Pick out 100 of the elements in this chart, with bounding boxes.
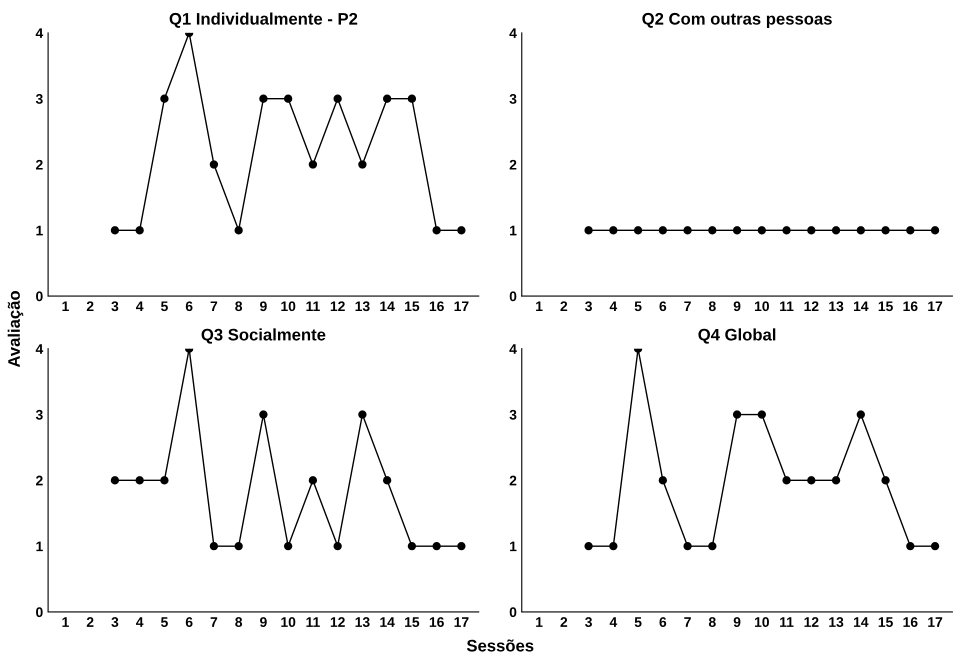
- x-tick-label: 14: [380, 617, 395, 627]
- x-tick-label: 16: [430, 617, 444, 628]
- x-tick-label: 13: [829, 617, 844, 628]
- x-tick-label: 6: [659, 301, 666, 312]
- x-tick-label: 10: [281, 301, 296, 312]
- y-tick-label: 2: [510, 476, 516, 486]
- x-tick-label: 4: [136, 301, 144, 312]
- x-axis-title: Sessões: [466, 639, 534, 652]
- point: [408, 94, 416, 103]
- x-tick-label: 14: [854, 617, 868, 627]
- x-tick-label: 8: [235, 617, 242, 628]
- point: [259, 410, 268, 419]
- x-tick-label: 6: [186, 617, 193, 628]
- point: [358, 160, 367, 169]
- chart-title: Q2 Com outras pessoas: [642, 12, 832, 28]
- x-tick-label: 8: [708, 301, 716, 312]
- point: [284, 542, 292, 550]
- point: [732, 410, 742, 419]
- x-tick-label: 12: [804, 617, 818, 627]
- chart-title: Q1 Individualmente - P2: [170, 12, 358, 28]
- point: [333, 542, 342, 550]
- point: [881, 476, 890, 485]
- x-tick-label: 2: [86, 617, 94, 627]
- point: [408, 542, 416, 550]
- point: [584, 542, 593, 550]
- point: [432, 226, 441, 234]
- x-tick-label: 13: [356, 301, 370, 312]
- point: [160, 476, 169, 485]
- point: [160, 94, 169, 103]
- x-tick-label: 15: [878, 617, 893, 628]
- y-tick-label: 4: [509, 344, 517, 354]
- point: [658, 476, 667, 485]
- y-tick-label: 4: [36, 344, 44, 354]
- x-tick-label: 2: [560, 301, 568, 312]
- point: [333, 94, 342, 103]
- x-tick-label: 9: [734, 617, 740, 628]
- x-tick-label: 2: [86, 301, 94, 312]
- x-tick-label: 3: [111, 301, 118, 312]
- point: [210, 160, 218, 169]
- point: [432, 542, 441, 550]
- x-tick-label: 3: [585, 617, 592, 628]
- x-tick-label: 5: [634, 617, 642, 628]
- point: [856, 410, 865, 419]
- x-tick-label: 9: [734, 301, 740, 312]
- x-tick-label: 7: [684, 301, 691, 312]
- point: [136, 476, 144, 485]
- point: [136, 226, 144, 234]
- x-tick-label: 4: [136, 617, 144, 627]
- x-tick-label: 11: [306, 301, 320, 312]
- chart-title: Q4 Global: [698, 328, 776, 344]
- x-tick-label: 5: [160, 301, 168, 312]
- x-tick-label: 14: [854, 301, 868, 312]
- point: [708, 542, 716, 550]
- x-tick-label: 9: [260, 617, 267, 628]
- x-tick-label: 3: [111, 617, 118, 628]
- y-tick-label: 3: [36, 410, 43, 420]
- y-tick-label: 3: [510, 94, 516, 104]
- point: [382, 94, 392, 103]
- x-tick-label: 17: [454, 301, 468, 312]
- x-tick-label: 12: [330, 617, 345, 627]
- y-tick-label: 3: [510, 410, 516, 420]
- point: [110, 226, 120, 234]
- y-tick-label: 2: [36, 160, 43, 170]
- x-tick-label: 5: [160, 617, 168, 628]
- x-tick-label: 1: [62, 617, 69, 627]
- x-tick-label: 13: [356, 617, 370, 628]
- x-tick-label: 15: [878, 301, 893, 312]
- y-tick-label: 1: [510, 542, 517, 552]
- x-tick-label: 14: [380, 301, 395, 312]
- x-tick-label: 15: [405, 617, 420, 628]
- x-tick-label: 12: [804, 301, 818, 312]
- y-tick-label: 4: [36, 28, 44, 38]
- x-tick-label: 17: [928, 617, 942, 627]
- x-tick-label: 11: [780, 617, 794, 627]
- point: [308, 160, 318, 169]
- point: [382, 476, 392, 485]
- x-tick-label: 10: [754, 617, 769, 628]
- x-tick-label: 4: [610, 617, 618, 627]
- x-tick-label: 15: [405, 301, 420, 312]
- y-tick-label: 0: [510, 607, 516, 618]
- point: [234, 542, 243, 550]
- point: [210, 542, 218, 550]
- x-tick-label: 8: [708, 617, 716, 628]
- x-tick-label: 10: [754, 301, 769, 312]
- x-tick-label: 9: [260, 301, 267, 312]
- point: [906, 542, 914, 550]
- point: [758, 410, 766, 419]
- x-tick-label: 8: [235, 301, 242, 312]
- chart-title: Q3 Socialmente: [202, 328, 326, 344]
- y-tick-label: 0: [36, 291, 43, 302]
- y-axis-title: Avaliação: [8, 291, 24, 368]
- point: [807, 476, 816, 485]
- x-tick-label: 7: [684, 617, 691, 627]
- x-tick-label: 11: [306, 617, 320, 627]
- point: [832, 476, 840, 485]
- x-tick-label: 11: [780, 301, 794, 312]
- point: [609, 542, 618, 550]
- x-tick-label: 1: [62, 301, 69, 312]
- point: [683, 542, 692, 550]
- x-tick-label: 7: [210, 617, 218, 627]
